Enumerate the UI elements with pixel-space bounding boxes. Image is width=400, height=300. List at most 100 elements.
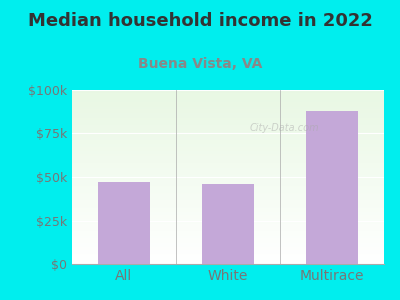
Bar (72, 125, 384, 127)
Bar (72, 262, 384, 264)
Bar (72, 135, 384, 137)
Text: Median household income in 2022: Median household income in 2022 (28, 12, 372, 30)
Bar (72, 161, 384, 163)
Bar (72, 104, 384, 106)
Bar (72, 99, 384, 100)
Bar (72, 90, 384, 92)
Bar (72, 227, 384, 229)
Bar (72, 121, 384, 123)
Bar (72, 222, 384, 224)
Bar (72, 172, 384, 173)
Bar (72, 100, 384, 102)
Bar (72, 214, 384, 215)
Bar (72, 144, 384, 146)
Bar (72, 130, 384, 132)
Bar (72, 248, 384, 250)
Bar (72, 229, 384, 231)
Bar (72, 92, 384, 94)
Bar (72, 165, 384, 167)
Bar (72, 193, 384, 194)
Bar (72, 250, 384, 252)
Bar (72, 207, 384, 208)
Bar (72, 238, 384, 240)
Bar (72, 255, 384, 257)
Bar (72, 142, 384, 144)
Bar (72, 205, 384, 207)
Text: City-Data.com: City-Data.com (249, 123, 319, 133)
Bar (72, 242, 384, 243)
Bar (72, 189, 384, 191)
Bar (72, 120, 384, 121)
Bar (72, 245, 384, 247)
Bar (72, 175, 384, 177)
Bar (72, 94, 384, 95)
Bar (72, 114, 384, 116)
Bar (72, 170, 384, 172)
Bar (72, 140, 384, 142)
Bar (72, 111, 384, 112)
Bar (72, 97, 384, 99)
Bar (72, 137, 384, 139)
Bar (72, 252, 384, 254)
Bar (306, 111, 358, 264)
Bar (72, 210, 384, 212)
Bar (72, 254, 384, 255)
Bar (72, 156, 384, 158)
Bar (72, 107, 384, 109)
Bar (72, 167, 384, 168)
Bar (72, 177, 384, 179)
Bar (72, 147, 384, 149)
Bar (72, 179, 384, 181)
Bar (72, 128, 384, 130)
Bar (72, 224, 384, 226)
Text: Buena Vista, VA: Buena Vista, VA (138, 57, 262, 71)
Bar (72, 182, 384, 184)
Bar (72, 139, 384, 140)
Bar (72, 158, 384, 160)
Bar (72, 240, 384, 242)
Bar (72, 109, 384, 111)
Bar (72, 247, 384, 248)
Bar (72, 198, 384, 200)
Bar (72, 168, 384, 170)
Bar (72, 95, 384, 97)
Bar (72, 102, 384, 104)
Bar (72, 217, 384, 219)
Bar (72, 233, 384, 234)
Bar (202, 184, 254, 264)
Bar (72, 149, 384, 151)
Bar (72, 186, 384, 188)
Bar (72, 184, 384, 186)
Bar (72, 231, 384, 233)
Bar (72, 127, 384, 128)
Bar (72, 160, 384, 161)
Bar (72, 153, 384, 154)
Bar (72, 146, 384, 147)
Bar (72, 203, 384, 205)
Bar (72, 173, 384, 175)
Bar (72, 151, 384, 153)
Bar (72, 123, 384, 125)
Bar (72, 257, 384, 259)
Bar (72, 243, 384, 245)
Bar (72, 181, 384, 182)
Bar (72, 259, 384, 260)
Bar (72, 226, 384, 227)
Bar (72, 236, 384, 238)
Bar (72, 208, 384, 210)
Bar (72, 134, 384, 135)
Bar (72, 201, 384, 203)
Bar (72, 132, 384, 134)
Bar (72, 220, 384, 222)
Bar (72, 112, 384, 114)
Bar (72, 219, 384, 220)
Bar (98, 182, 150, 264)
Bar (72, 196, 384, 198)
Bar (72, 188, 384, 189)
Bar (72, 194, 384, 196)
Bar (72, 118, 384, 120)
Bar (72, 106, 384, 107)
Bar (72, 191, 384, 193)
Bar (72, 215, 384, 217)
Bar (72, 234, 384, 236)
